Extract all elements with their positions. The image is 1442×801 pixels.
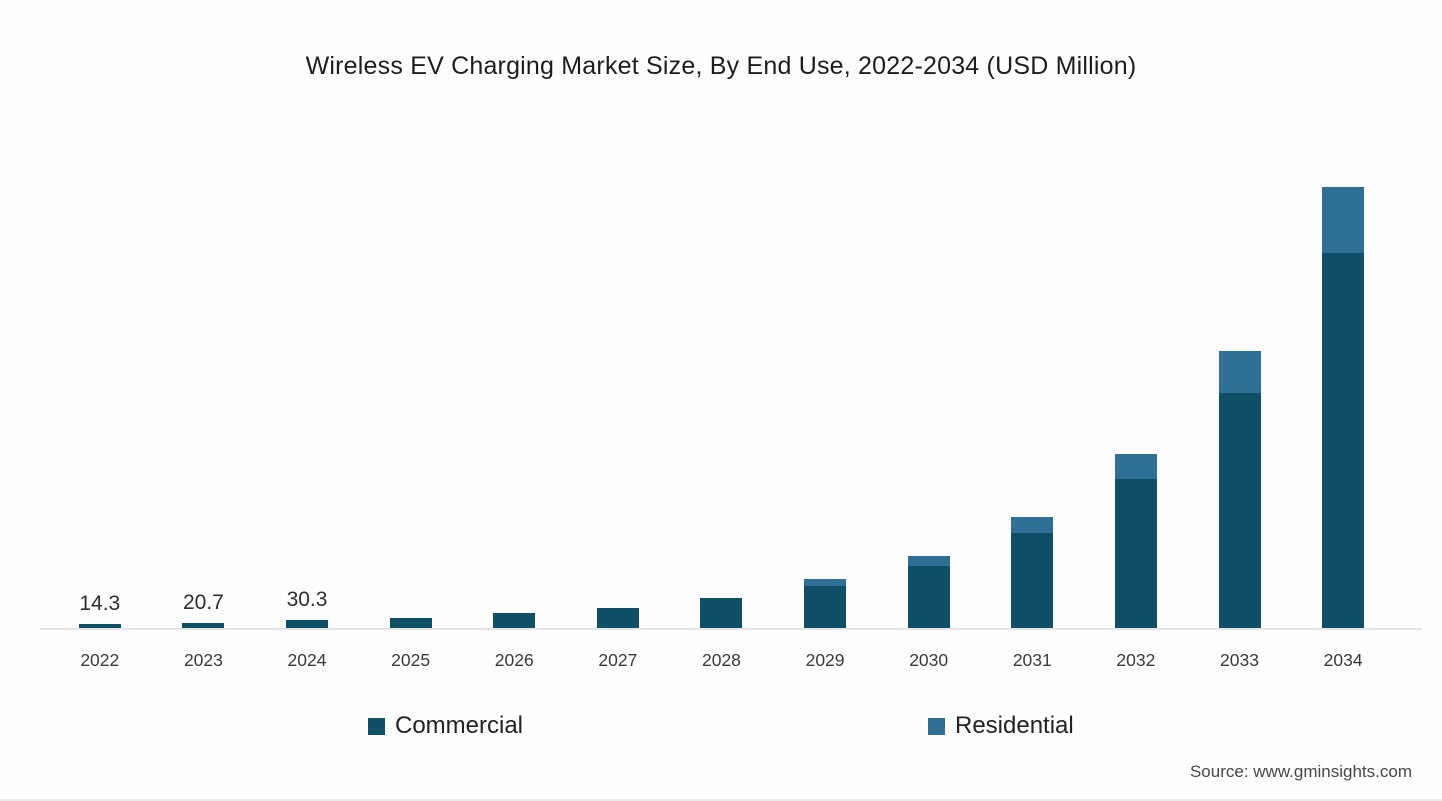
x-axis-tick-labels: 2022 2023 2024 2025 2026 2027 2028 2029 2030 2031… <box>48 650 1395 671</box>
residential-segment-2034 <box>1322 186 1365 253</box>
bar-column-2025 <box>359 128 463 628</box>
commercial-segment-2022 <box>78 624 121 628</box>
bar-column-2027 <box>566 128 670 628</box>
commercial-swatch-icon <box>368 717 385 735</box>
commercial-segment-2029 <box>804 585 847 628</box>
commercial-segment-2028 <box>700 598 743 628</box>
bar-column-2030 <box>877 128 981 628</box>
bar-column-2029 <box>773 128 877 628</box>
legend-label-commercial: Commercial <box>395 712 524 739</box>
stacked-bar-2022 <box>78 624 121 628</box>
plot-area: 14.3 20.7 30.3 <box>48 128 1395 628</box>
stacked-bar-2034 <box>1322 186 1365 628</box>
bar-column-2034 <box>1291 128 1395 628</box>
stacked-bar-2023 <box>182 622 225 628</box>
x-tick-label-2029: 2029 <box>805 650 845 670</box>
commercial-segment-2031 <box>1011 532 1054 628</box>
x-tick-label-2032: 2032 <box>1116 650 1156 670</box>
bar-column-2022: 14.3 <box>48 128 152 628</box>
x-tick-label-2031: 2031 <box>1012 650 1052 670</box>
chart-title: Wireless EV Charging Market Size, By End… <box>305 52 1137 80</box>
stacked-bar-2029 <box>804 578 847 628</box>
bar-column-2031 <box>980 128 1084 628</box>
commercial-segment-2024 <box>286 620 329 628</box>
stacked-bar-2027 <box>596 608 639 628</box>
source-attribution: Source: www.gminsights.com <box>1189 762 1412 781</box>
residential-segment-2031 <box>1011 516 1054 533</box>
residential-segment-2030 <box>907 555 950 566</box>
bar-column-2026 <box>462 128 566 628</box>
commercial-segment-2025 <box>389 617 432 628</box>
stacked-bar-2026 <box>493 613 536 628</box>
commercial-segment-2032 <box>1114 478 1157 628</box>
bar-column-2032 <box>1084 128 1188 628</box>
x-tick-label-2030: 2030 <box>909 650 949 670</box>
x-tick-label-2027: 2027 <box>598 650 638 670</box>
stacked-bar-2031 <box>1011 516 1054 628</box>
x-tick-label-2026: 2026 <box>494 650 534 670</box>
stacked-bar-2030 <box>907 555 950 628</box>
bar-value-label-2023: 20.7 <box>182 590 224 614</box>
residential-swatch-icon <box>928 717 945 735</box>
legend-item-residential: Residential <box>928 714 1074 738</box>
x-axis-line <box>40 628 1422 630</box>
x-tick-label-2028: 2028 <box>701 650 741 670</box>
x-tick-label-2034: 2034 <box>1323 650 1363 670</box>
x-tick-label-2024: 2024 <box>287 650 327 670</box>
commercial-segment-2026 <box>493 613 536 628</box>
x-tick-label-2033: 2033 <box>1220 650 1259 670</box>
legend-label-residential: Residential <box>955 712 1074 739</box>
commercial-segment-2030 <box>907 565 950 628</box>
stacked-bar-2028 <box>700 598 743 628</box>
stacked-bar-2033 <box>1218 350 1261 628</box>
bar-column-2023: 20.7 <box>152 128 256 628</box>
bar-column-2033 <box>1188 128 1292 628</box>
legend: Commercial Residential <box>0 714 1442 748</box>
bar-value-label-2024: 30.3 <box>286 588 328 612</box>
bar-column-2028 <box>670 128 774 628</box>
stacked-bar-2032 <box>1114 453 1157 628</box>
x-tick-label-2022: 2022 <box>80 650 120 670</box>
bar-column-2024: 30.3 <box>255 128 359 628</box>
commercial-segment-2034 <box>1322 252 1365 628</box>
residential-segment-2032 <box>1114 453 1157 479</box>
commercial-segment-2033 <box>1218 393 1261 628</box>
stacked-bar-2025 <box>389 617 432 628</box>
x-tick-label-2025: 2025 <box>391 650 431 670</box>
commercial-segment-2023 <box>182 622 225 628</box>
x-tick-label-2023: 2023 <box>183 650 223 670</box>
legend-item-commercial: Commercial <box>368 714 523 738</box>
residential-segment-2029 <box>804 578 847 586</box>
residential-segment-2033 <box>1218 350 1261 394</box>
commercial-segment-2027 <box>596 608 639 628</box>
stacked-bar-2024 <box>286 620 329 628</box>
bar-value-label-2022: 14.3 <box>79 592 121 616</box>
